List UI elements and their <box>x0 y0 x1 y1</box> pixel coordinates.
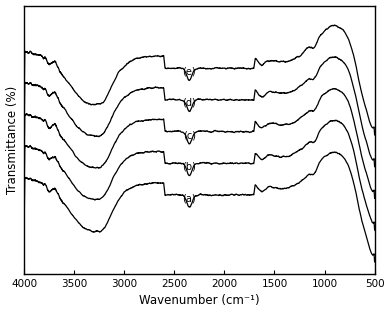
Text: (a): (a) <box>183 193 196 203</box>
X-axis label: Wavenumber (cm⁻¹): Wavenumber (cm⁻¹) <box>139 295 260 307</box>
Y-axis label: Transmittance (%): Transmittance (%) <box>5 86 19 194</box>
Text: (c): (c) <box>183 130 196 140</box>
Text: (d): (d) <box>183 98 196 108</box>
Text: (e): (e) <box>183 67 196 77</box>
Text: (b): (b) <box>183 162 196 172</box>
